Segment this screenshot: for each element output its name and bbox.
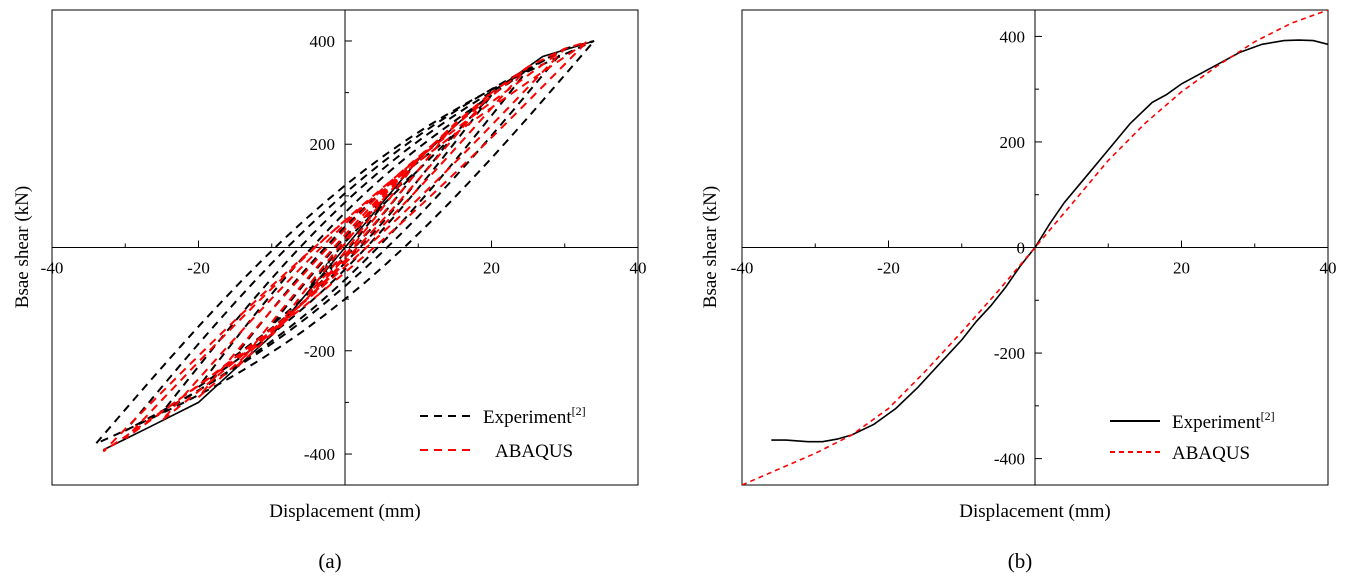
chart-b-xlabel: Displacement (mm): [959, 501, 1110, 522]
chart-b-ylabel: Bsae shear (kN): [700, 186, 721, 308]
x-tick-label: -40: [731, 259, 754, 278]
x-tick-label: -40: [41, 259, 64, 278]
chart-a-xlabel: Displacement (mm): [269, 501, 420, 522]
x-tick-label: 40: [1320, 259, 1337, 278]
x-tick-label: -20: [187, 259, 210, 278]
y-tick-label: 0: [1017, 239, 1026, 258]
chart-a-ylabel: Bsae shear (kN): [12, 186, 33, 308]
series-abaqus-line: [102, 41, 588, 453]
chart-a-caption: (a): [318, 549, 341, 573]
x-tick-label: -20: [877, 259, 900, 278]
chart-b-caption: (b): [1008, 549, 1033, 573]
x-tick-label: 20: [483, 259, 500, 278]
chart-b: -40 -20 20 40 -400 -200 0 200 400 Displacement (…: [700, 9, 1337, 573]
y-tick-label: -400: [304, 445, 335, 464]
chart-b-plot-area: [742, 10, 1328, 485]
y-tick-label: 400: [310, 32, 336, 51]
chart-b-legend: Experiment[2] ABAQUS: [1110, 409, 1275, 464]
x-tick-label: 40: [630, 259, 647, 278]
y-tick-label: -200: [304, 342, 335, 361]
y-tick-label: 400: [1000, 27, 1026, 46]
chart-b-legend-label-abaqus: ABAQUS: [1172, 443, 1250, 464]
chart-a-legend-label-experiment: Experiment[2]: [483, 404, 586, 428]
series-experiment-line: [771, 39, 1328, 443]
chart-a-legend-label-abaqus: ABAQUS: [495, 441, 573, 462]
y-tick-label: -400: [994, 450, 1025, 469]
series-abaqus-line: [742, 10, 1328, 485]
x-tick-label: 20: [1173, 259, 1190, 278]
chart-b-legend-label-experiment: Experiment[2]: [1172, 409, 1275, 433]
chart-a-plot-area: [95, 40, 595, 453]
chart-b-tick-labels: -40 -20 20 40 -400 -200 0 200 400: [731, 27, 1337, 468]
y-tick-label: 200: [310, 135, 336, 154]
chart-a-legend: Experiment[2] ABAQUS: [420, 404, 586, 462]
y-tick-label: 200: [1000, 133, 1026, 152]
y-tick-label: -200: [994, 344, 1025, 363]
